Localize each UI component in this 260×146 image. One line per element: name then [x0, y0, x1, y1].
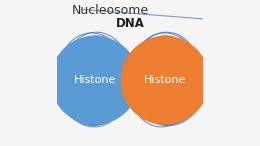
Text: Nucleosome: Nucleosome [72, 4, 149, 17]
Circle shape [51, 36, 139, 124]
Text: DNA: DNA [115, 17, 145, 30]
Text: Histone: Histone [144, 75, 186, 85]
Text: Histone: Histone [74, 75, 116, 85]
Circle shape [121, 36, 209, 124]
